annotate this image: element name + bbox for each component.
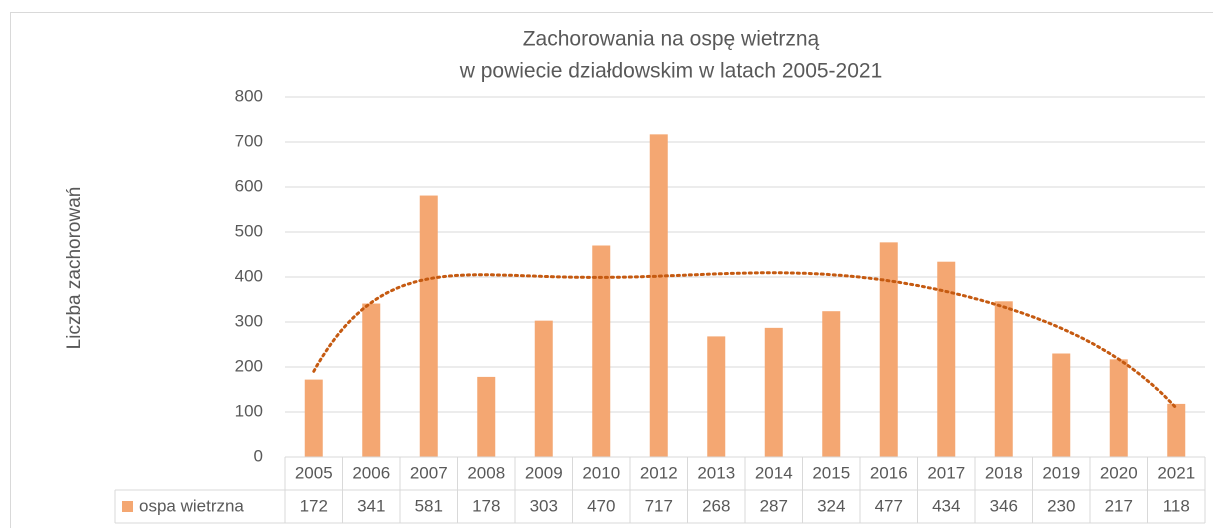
data-label: 230 bbox=[1047, 496, 1075, 515]
bar bbox=[534, 320, 553, 457]
x-tick-label: 2010 bbox=[582, 463, 620, 482]
x-tick-label: 2021 bbox=[1157, 463, 1195, 482]
x-tick-label: 2013 bbox=[697, 463, 735, 482]
data-label: 470 bbox=[587, 496, 615, 515]
y-tick-label: 200 bbox=[235, 356, 263, 375]
bar bbox=[592, 245, 611, 457]
bar bbox=[822, 311, 841, 457]
x-tick-label: 2015 bbox=[812, 463, 850, 482]
chart-frame bbox=[10, 12, 1213, 528]
data-label: 217 bbox=[1105, 496, 1133, 515]
y-tick-label: 400 bbox=[235, 266, 263, 285]
x-tick-label: 2014 bbox=[755, 463, 793, 482]
x-tick-label: 2006 bbox=[352, 463, 390, 482]
y-tick-label: 500 bbox=[235, 221, 263, 240]
y-tick-label: 300 bbox=[235, 311, 263, 330]
y-axis-label: Liczba zachorowań bbox=[64, 187, 85, 350]
y-tick-label: 800 bbox=[235, 86, 263, 105]
legend-swatch bbox=[122, 501, 133, 512]
bar bbox=[937, 261, 956, 457]
x-tick-label: 2009 bbox=[525, 463, 563, 482]
data-label: 434 bbox=[932, 496, 960, 515]
trendline bbox=[312, 271, 1178, 410]
y-tick-label: 100 bbox=[235, 401, 263, 420]
x-tick-label: 2017 bbox=[927, 463, 965, 482]
data-label: 172 bbox=[300, 496, 328, 515]
bar bbox=[304, 379, 323, 457]
data-label: 477 bbox=[875, 496, 903, 515]
data-label: 717 bbox=[645, 496, 673, 515]
y-tick-label: 600 bbox=[235, 176, 263, 195]
bar bbox=[994, 301, 1013, 457]
bar bbox=[362, 303, 381, 457]
bar bbox=[879, 242, 898, 457]
y-tick-label: 0 bbox=[254, 446, 263, 465]
data-label: 303 bbox=[530, 496, 558, 515]
x-tick-label: 2016 bbox=[870, 463, 908, 482]
x-tick-label: 2007 bbox=[410, 463, 448, 482]
x-tick-label: 2008 bbox=[467, 463, 505, 482]
bar bbox=[649, 134, 668, 457]
data-label: 268 bbox=[702, 496, 730, 515]
data-label: 118 bbox=[1163, 496, 1190, 515]
bar bbox=[1052, 353, 1071, 457]
bar bbox=[477, 376, 496, 457]
x-tick-label: 2005 bbox=[295, 463, 333, 482]
bar bbox=[419, 195, 438, 458]
legend-label: ospa wietrzna bbox=[139, 496, 244, 515]
chart-title: Zachorowania na ospę wietrzną bbox=[523, 28, 820, 51]
y-tick-label: 700 bbox=[235, 131, 263, 150]
data-label: 287 bbox=[760, 496, 788, 515]
bar bbox=[764, 327, 783, 457]
x-tick-label: 2018 bbox=[985, 463, 1023, 482]
x-tick-label: 2019 bbox=[1042, 463, 1080, 482]
bar bbox=[1109, 359, 1128, 457]
x-tick-label: 2012 bbox=[640, 463, 678, 482]
data-label: 581 bbox=[415, 496, 443, 515]
x-tick-label: 2020 bbox=[1100, 463, 1138, 482]
data-label: 346 bbox=[990, 496, 1018, 515]
bar bbox=[707, 336, 726, 457]
data-label: 324 bbox=[817, 496, 845, 515]
data-label: 341 bbox=[357, 496, 385, 515]
chart-title: w powiecie działdowskim w latach 2005-20… bbox=[459, 60, 883, 83]
bar bbox=[1167, 403, 1186, 457]
data-label: 178 bbox=[472, 496, 500, 515]
